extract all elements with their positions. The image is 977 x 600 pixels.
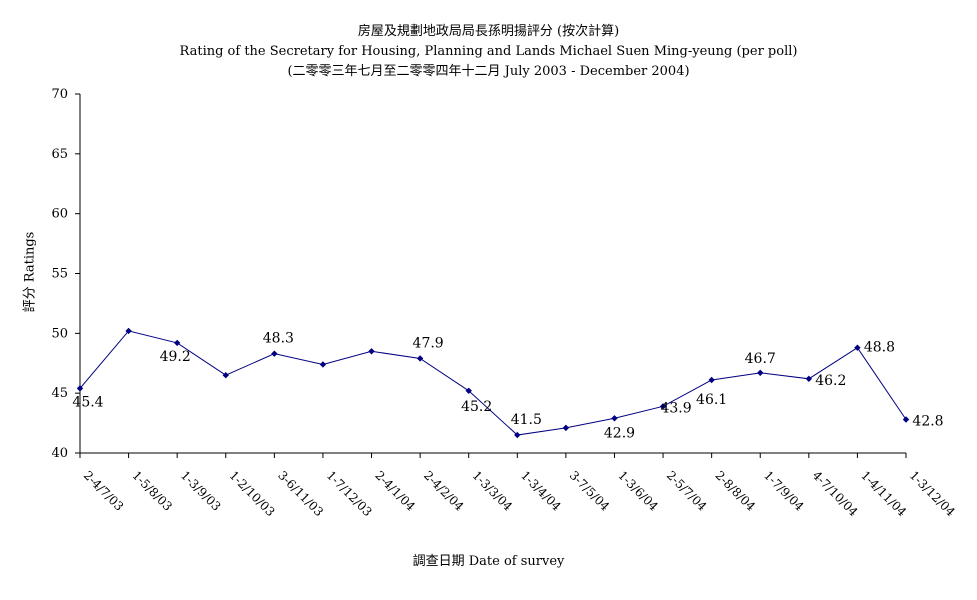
x-tick-label: 2-8/8/04 [713, 468, 759, 514]
chart-title-chinese: 房屋及規劃地政局局長孫明揚評分 (按次計算) [357, 24, 620, 39]
data-point [562, 424, 570, 432]
data-point [465, 387, 472, 394]
data-point [319, 361, 327, 368]
y-tick-label: 40 [51, 446, 68, 461]
x-tick-label: 1-5/8/03 [129, 468, 174, 513]
x-tick-label: 1-3/4/04 [518, 468, 564, 514]
data-point [271, 350, 278, 357]
x-tick-label: 2-5/7/04 [664, 468, 710, 514]
data-point [76, 385, 84, 392]
data-point [611, 415, 618, 422]
data-label: 48.8 [864, 340, 895, 356]
data-point [514, 431, 521, 439]
data-point [416, 355, 424, 362]
data-point [222, 372, 229, 379]
data-label: 45.2 [461, 399, 492, 415]
y-tick-label: 55 [51, 267, 68, 282]
data-point [757, 369, 764, 377]
data-label: 49.2 [160, 349, 191, 365]
series-line [79, 330, 907, 436]
y-tick-label: 45 [51, 386, 68, 401]
x-tick-label: 1-3/6/04 [615, 468, 661, 514]
x-tick-label: 3-7/5/04 [567, 468, 613, 514]
data-point [805, 375, 813, 383]
data-label: 41.5 [511, 412, 542, 428]
data-label: 46.7 [745, 351, 776, 367]
x-axis-label: 調查日期 Date of survey [412, 554, 565, 569]
data-label: 46.2 [815, 373, 846, 389]
data-label: 43.9 [660, 400, 691, 416]
data-point [173, 339, 181, 347]
y-tick-label: 70 [51, 87, 68, 102]
data-label: 42.9 [604, 425, 635, 441]
y-tick-label: 60 [51, 207, 68, 222]
x-tick-label: 1-4/11/04 [858, 468, 909, 519]
x-tick-label: 1-3/9/03 [178, 468, 223, 513]
x-tick-label: 1-7/12/03 [324, 468, 375, 519]
x-tick-label: 1-3/12/04 [907, 468, 958, 519]
data-point [708, 376, 715, 384]
x-tick-label: 2-4/7/03 [81, 468, 126, 513]
y-tick-label: 50 [51, 326, 68, 341]
x-tick-label: 1-7/9/04 [761, 468, 807, 514]
chart-subtitle-period: (二零零三年七月至二零零四年十二月 July 2003 - December 2… [287, 64, 690, 79]
data-point [368, 348, 375, 355]
x-tick-label: 2-4/1/04 [372, 468, 418, 514]
chart-title-english: Rating of the Secretary for Housing, Pla… [179, 44, 798, 59]
data-point [854, 344, 861, 351]
data-point [902, 416, 910, 423]
x-tick-label: 2-4/2/04 [421, 468, 467, 514]
data-label: 48.3 [263, 331, 294, 347]
data-point [125, 327, 132, 335]
y-axis-label: 評分 Ratings [22, 231, 38, 313]
y-tick-label: 65 [51, 147, 68, 162]
data-point [659, 403, 667, 410]
x-tick-label: 1-3/3/04 [470, 468, 516, 514]
data-label: 42.8 [912, 413, 943, 429]
x-tick-label: 4-7/10/04 [810, 468, 861, 519]
data-label: 46.1 [696, 392, 727, 408]
x-tick-label: 1-2/10/03 [227, 468, 278, 519]
data-label: 45.4 [72, 394, 103, 410]
data-label: 47.9 [413, 335, 444, 351]
x-tick-label: 3-6/11/03 [275, 468, 326, 519]
